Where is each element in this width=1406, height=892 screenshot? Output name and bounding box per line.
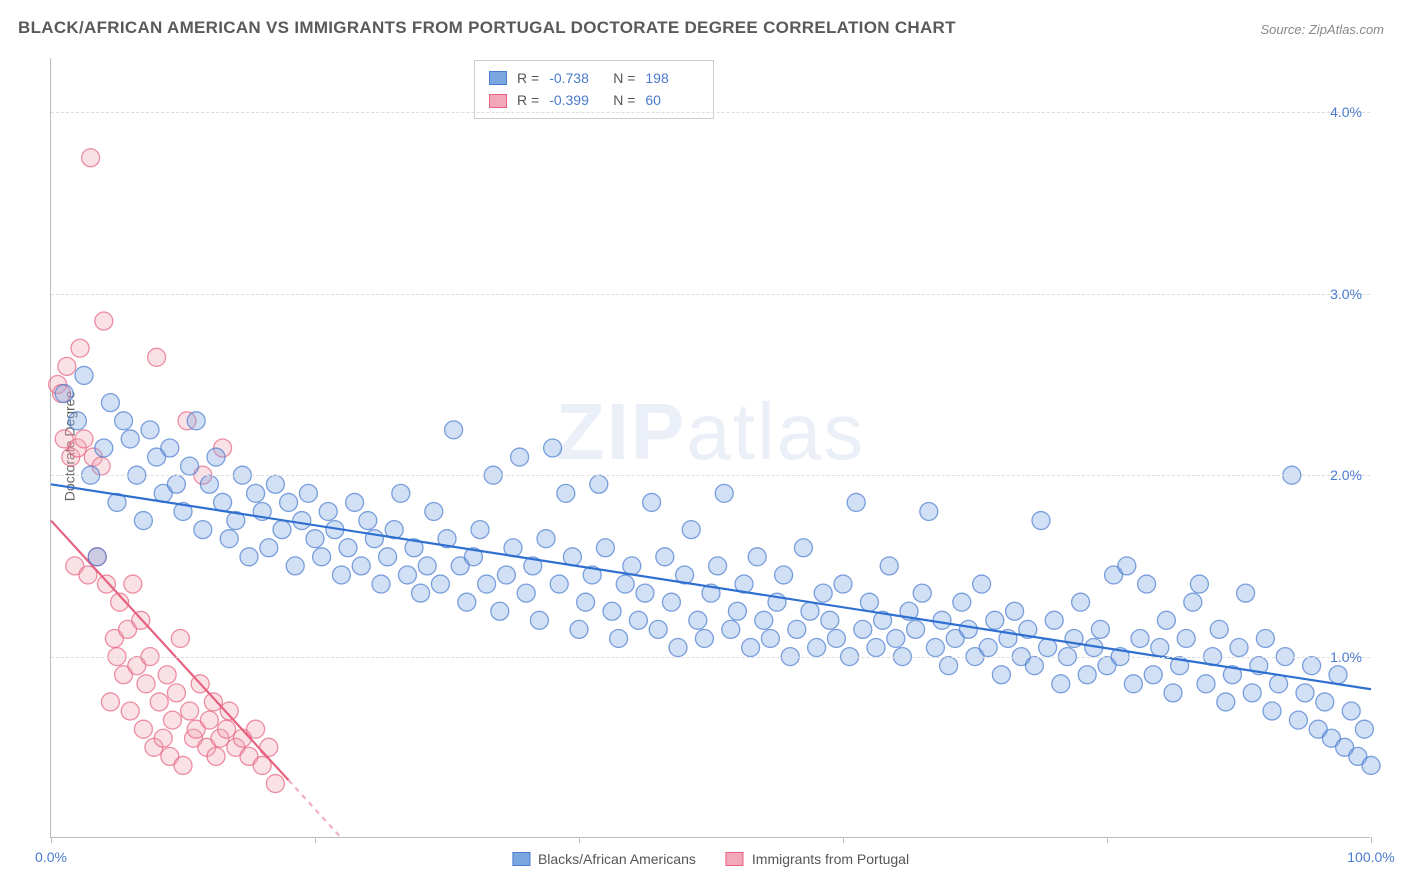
y-tick-label: 2.0% [1330,467,1362,483]
bottom-legend: Blacks/African Americans Immigrants from… [512,851,909,867]
swatch-blue [489,71,507,85]
legend-stats-box: R = -0.738 N = 198 R = -0.399 N = 60 [474,60,714,119]
swatch-pink-icon [726,852,744,866]
y-tick-label: 1.0% [1330,649,1362,665]
x-tick-label: 0.0% [35,849,67,865]
legend-item-0: Blacks/African Americans [512,851,696,867]
chart-title: BLACK/AFRICAN AMERICAN VS IMMIGRANTS FRO… [18,18,956,38]
y-tick-label: 4.0% [1330,104,1362,120]
legend-stats-row-0: R = -0.738 N = 198 [489,67,699,89]
x-tick-label: 100.0% [1347,849,1394,865]
swatch-pink [489,94,507,108]
swatch-blue-icon [512,852,530,866]
legend-stats-row-1: R = -0.399 N = 60 [489,89,699,111]
source-label: Source: ZipAtlas.com [1260,22,1384,37]
y-tick-label: 3.0% [1330,286,1362,302]
plot-area: ZIPatlas R = -0.738 N = 198 R = -0.399 N… [50,58,1370,838]
plot-svg [51,58,1370,837]
legend-item-1: Immigrants from Portugal [726,851,909,867]
